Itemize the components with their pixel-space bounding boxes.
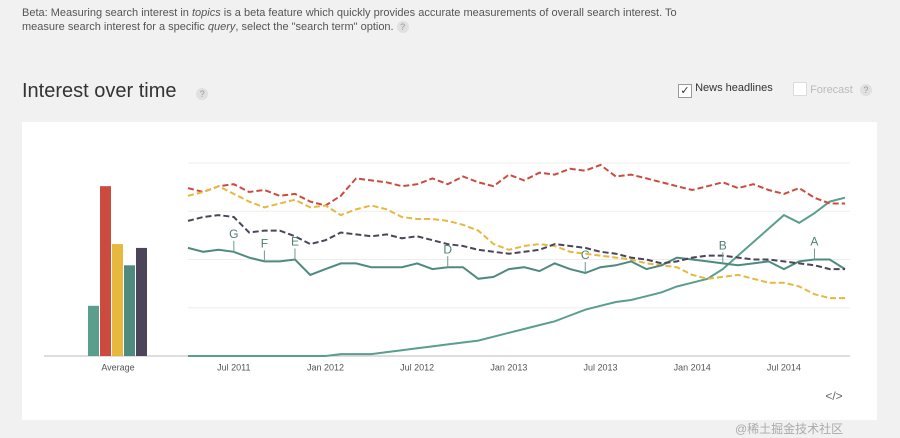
beta-note: Beta: Measuring search interest in topic… (22, 6, 722, 34)
series-line (187, 185, 845, 300)
x-tick-label: Jul 2014 (767, 362, 801, 372)
annotation-letter: G (229, 227, 238, 241)
series-line (188, 196, 846, 357)
x-tick-label: Jan 2014 (674, 362, 711, 372)
average-bar (136, 247, 147, 356)
x-tick-label: Jul 2012 (400, 362, 434, 372)
average-bar (100, 186, 111, 356)
series-line (187, 246, 846, 280)
watermark: @稀土掘金技术社区 (735, 422, 844, 436)
note-text: topics (191, 7, 221, 19)
x-tick-label: Jan 2012 (307, 362, 344, 372)
annotation-letter: A (810, 235, 818, 249)
note-text: query (207, 21, 236, 33)
average-label: Average (101, 362, 134, 372)
average-bar (88, 305, 99, 356)
series-line (187, 214, 845, 271)
checkbox[interactable] (793, 82, 807, 96)
x-tick-label: Jul 2013 (584, 362, 618, 372)
checkbox[interactable]: ✓ (678, 84, 692, 98)
title-text: Interest over time (22, 80, 177, 102)
embed-icon[interactable]: </> (825, 389, 842, 403)
help-icon[interactable]: ? (196, 88, 209, 100)
annotation-letter: B (719, 239, 727, 253)
option-label: News headlines (695, 82, 773, 94)
news-option[interactable]: ✓ News headlines (678, 82, 773, 98)
average-bar (112, 244, 123, 356)
x-tick-label: Jul 2011 (217, 362, 250, 372)
x-tick-label: Jan 2013 (490, 362, 527, 372)
annotation-letter: E (291, 235, 299, 249)
help-icon[interactable]: ? (859, 84, 872, 96)
annotation-letter: D (443, 242, 452, 256)
note-text: , select the "search term" option. (235, 21, 394, 33)
average-bar (124, 265, 135, 356)
note-text: is a beta feature which quickly provides… (22, 7, 677, 33)
option-label: Forecast (810, 84, 853, 96)
note-text: Beta: Measuring search interest in (22, 7, 192, 19)
chart-card (22, 122, 877, 420)
annotation-letter: C (581, 248, 590, 262)
help-icon[interactable]: ? (396, 21, 409, 33)
annotation-letter: F (261, 237, 268, 251)
section-title: Interest over time ? (22, 80, 209, 103)
series-line (187, 163, 845, 207)
forecast-option[interactable]: Forecast ? (793, 82, 872, 96)
